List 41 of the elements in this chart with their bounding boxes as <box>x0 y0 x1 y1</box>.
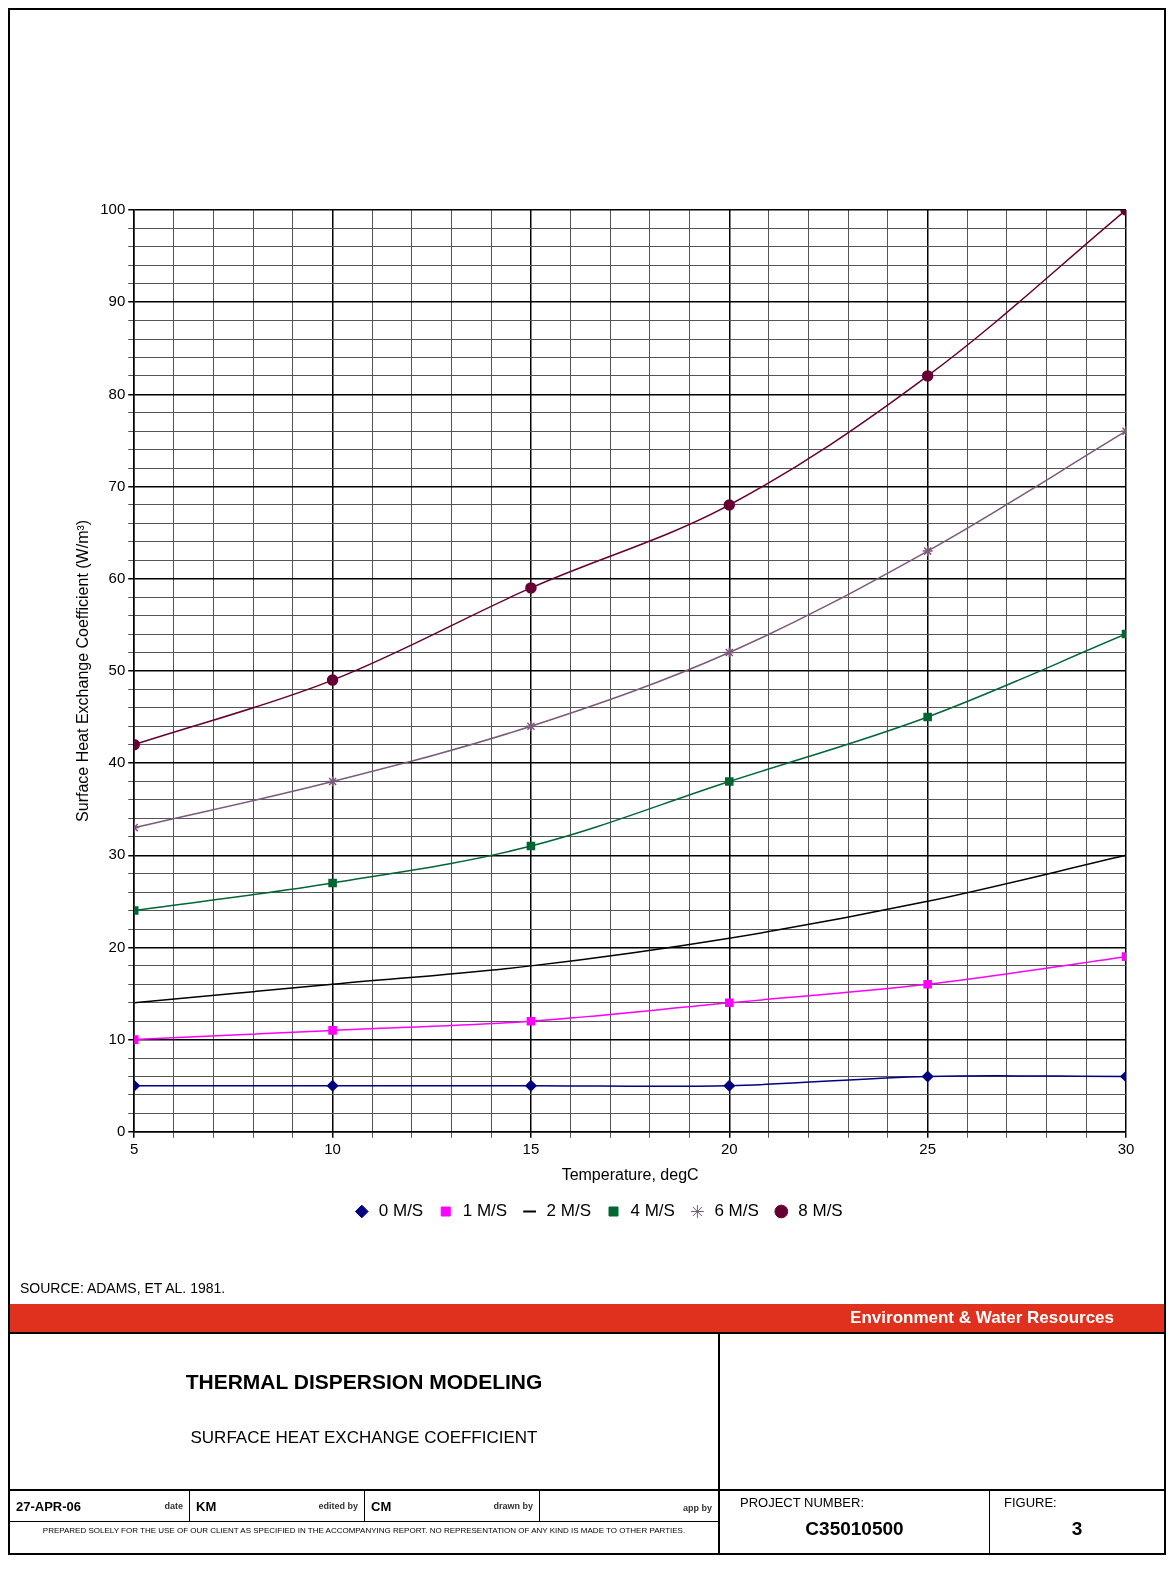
legend-label: 1 M/S <box>462 1201 508 1221</box>
text: 27-APR-06 <box>16 1498 82 1514</box>
x-axis-title: Temperature, degC <box>561 1165 699 1183</box>
legend-label: 0 M/S <box>378 1201 424 1221</box>
legend-label: 8 M/S <box>798 1201 843 1221</box>
text: app by <box>682 1502 712 1513</box>
y-axis-title: Surface Heat Exchange Coefficient (W/m³) <box>74 519 92 822</box>
text: date <box>164 1501 183 1511</box>
y-tick-label: 10 <box>108 1029 126 1047</box>
text: drawn by <box>493 1501 533 1511</box>
legend-label: 2 M/S <box>546 1201 592 1221</box>
y-tick-label: 100 <box>100 200 126 218</box>
x-tick-label: 25 <box>919 1139 936 1157</box>
text: 3 <box>1070 1517 1084 1540</box>
text: C35010500 <box>804 1517 905 1540</box>
y-tick-label: 30 <box>108 845 126 863</box>
text: PREPARED SOLELY FOR THE USE OF OUR CLIENT AS SPECIFIED IN THE ACCOMPANYING REPORT. NO REPRESENTATION OF ANY KIND IS MADE TO OTHER PARTIES. <box>41 1525 687 1537</box>
y-tick-label: 60 <box>108 568 126 586</box>
x-tick-label: 5 <box>130 1139 139 1157</box>
x-tick-label: 10 <box>324 1139 341 1157</box>
text: CM <box>371 1498 392 1514</box>
text: Environment & Water Resources <box>10 1304 1164 1332</box>
y-tick-label: 50 <box>108 661 126 679</box>
y-tick-label: 20 <box>108 937 126 955</box>
y-tick-label: 70 <box>108 476 126 494</box>
text: SURFACE HEAT EXCHANGE COEFFICIENT <box>189 1427 539 1448</box>
y-tick-label: 0 <box>116 1121 126 1139</box>
legend-label: 4 M/S <box>630 1201 675 1221</box>
text: edited by <box>318 1501 358 1511</box>
text: FIGURE: <box>1004 1495 1058 1510</box>
text: KM <box>196 1498 217 1514</box>
source-note: SOURCE: ADAMS, ET AL. 1981. <box>19 1279 227 1298</box>
text: PROJECT NUMBER: <box>740 1495 865 1510</box>
text: THERMAL DISPERSION MODELING <box>184 1369 544 1394</box>
legend-label: 6 M/S <box>714 1201 759 1221</box>
x-tick-label: 15 <box>522 1139 540 1157</box>
x-tick-label: 20 <box>720 1139 738 1157</box>
y-tick-label: 90 <box>108 292 126 310</box>
y-tick-label: 80 <box>108 384 126 402</box>
y-tick-label: 40 <box>108 753 126 771</box>
x-tick-label: 30 <box>1117 1139 1135 1157</box>
